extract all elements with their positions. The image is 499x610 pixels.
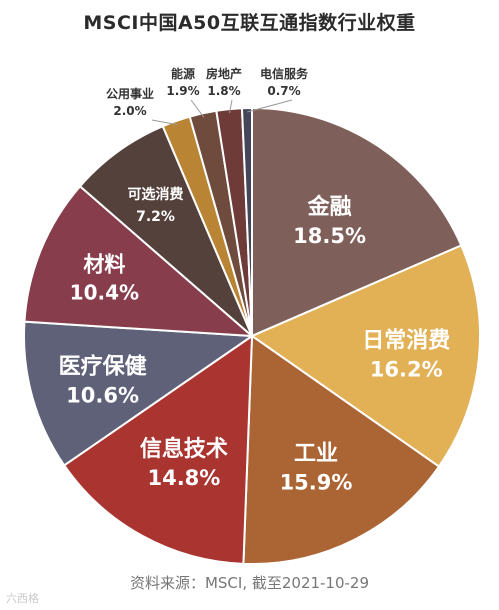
source-note: 资料来源：MSCI, 截至2021-10-29 [129, 574, 370, 592]
slice-value-11: 0.7% [267, 84, 300, 98]
slice-label-3: 工业 [294, 442, 338, 467]
leader-line-11 [246, 99, 293, 113]
watermark: 六西格 [6, 592, 39, 605]
leader-line-9 [190, 99, 205, 118]
pie-slice-3 [242, 334, 441, 565]
chart-title: MSCI中国A50互联互通指数行业权重 [83, 12, 416, 34]
slice-value-5: 10.6% [66, 383, 139, 407]
slice-value-10: 1.8% [207, 84, 240, 98]
slice-label-7: 可选消费 [128, 186, 184, 203]
slice-value-6: 10.4% [70, 280, 139, 304]
pie-slice-1 [251, 106, 463, 338]
slice-label-4: 信息技术 [140, 436, 228, 462]
slice-value-4: 14.8% [147, 466, 220, 490]
pie-slice-5 [23, 320, 255, 467]
leader-line-8 [151, 119, 178, 126]
pie-slice-6 [23, 184, 255, 338]
slice-value-7: 7.2% [136, 209, 175, 225]
pie-slice-7 [78, 124, 253, 337]
slice-label-6: 材料 [83, 252, 125, 276]
slice-value-9: 1.9% [166, 84, 199, 98]
slice-label-9: 能源 [171, 66, 195, 81]
slice-label-2: 日常消费 [362, 328, 450, 354]
pie-slice-11 [240, 106, 253, 337]
pie-slice-4 [62, 334, 254, 565]
slice-label-1: 金融 [307, 194, 352, 220]
leader-line-10 [229, 99, 233, 114]
slice-label-8: 公用事业 [106, 86, 154, 101]
slice-value-1: 18.5% [293, 224, 366, 248]
slice-label-10: 房地产 [206, 66, 242, 81]
slice-value-3: 15.9% [280, 471, 353, 495]
slice-label-11: 电信服务 [260, 66, 309, 81]
slice-value-2: 16.2% [370, 358, 443, 382]
slice-value-8: 2.0% [113, 104, 146, 118]
pie-slice-2 [249, 244, 481, 468]
slice-label-5: 医疗保健 [59, 353, 147, 379]
